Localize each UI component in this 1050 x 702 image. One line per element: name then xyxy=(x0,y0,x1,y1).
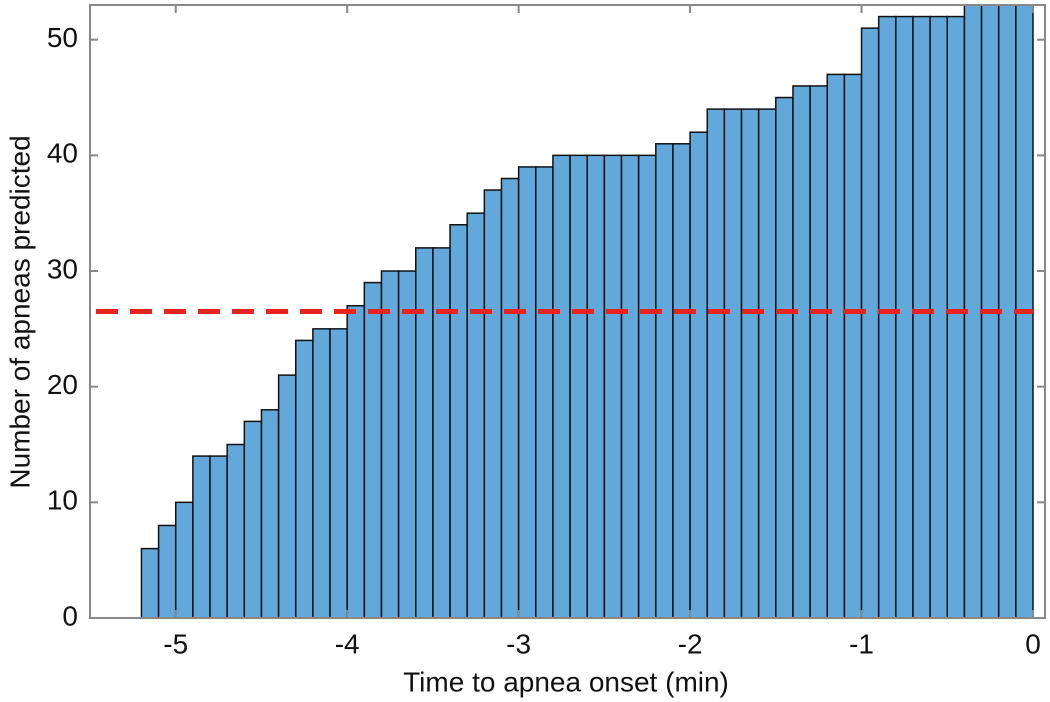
bar xyxy=(603,154,623,619)
bar xyxy=(946,15,966,619)
bar xyxy=(929,15,949,619)
bar xyxy=(843,73,863,619)
bar xyxy=(483,189,503,619)
bar xyxy=(294,339,314,619)
bar xyxy=(740,108,760,619)
bar xyxy=(706,108,726,619)
bar xyxy=(192,455,211,619)
bar xyxy=(535,166,554,619)
bar xyxy=(895,15,914,619)
bar xyxy=(415,247,434,619)
x-tick-label: -2 xyxy=(678,628,703,659)
bar xyxy=(432,247,451,619)
bar xyxy=(775,96,794,619)
bar xyxy=(346,304,366,619)
x-tick-label: -1 xyxy=(849,628,874,659)
bar xyxy=(500,177,520,619)
bar xyxy=(312,328,331,619)
bar xyxy=(672,143,691,619)
bar xyxy=(363,281,383,619)
bar xyxy=(826,73,846,619)
y-tick-label: 50 xyxy=(47,22,78,53)
bar xyxy=(569,154,588,619)
bar xyxy=(517,166,537,619)
y-tick-label: 30 xyxy=(47,253,78,284)
bar xyxy=(757,108,777,619)
x-tick-label: 0 xyxy=(1025,628,1041,659)
bar xyxy=(689,131,708,619)
x-tick-label: -3 xyxy=(506,628,531,659)
plot-frame xyxy=(89,4,1046,619)
bar xyxy=(380,270,400,619)
bar xyxy=(329,328,348,619)
x-axis-title: Time to apnea onset (min) xyxy=(403,666,729,697)
y-tick-label: 0 xyxy=(62,600,78,631)
bar xyxy=(466,212,486,619)
bar xyxy=(809,85,829,619)
bar xyxy=(157,524,177,619)
bar xyxy=(860,27,880,619)
bar xyxy=(586,154,606,619)
bar xyxy=(723,108,743,619)
bar xyxy=(877,15,897,619)
bar xyxy=(637,154,657,619)
bar xyxy=(174,501,194,619)
bar xyxy=(655,143,674,619)
bar xyxy=(449,224,468,619)
bar xyxy=(552,154,571,619)
bar xyxy=(243,420,263,619)
bar xyxy=(140,547,160,619)
bar xyxy=(912,15,931,619)
x-tick-label: -4 xyxy=(335,628,360,659)
y-tick-label: 20 xyxy=(47,369,78,400)
bar xyxy=(277,374,297,619)
bar xyxy=(792,85,811,619)
bar xyxy=(209,455,228,619)
y-tick-label: 40 xyxy=(47,138,78,169)
y-axis-title: Number of apneas predicted xyxy=(4,135,35,488)
x-tick-label: -5 xyxy=(163,628,188,659)
y-tick-label: 10 xyxy=(47,485,78,516)
bar xyxy=(260,409,280,619)
bar xyxy=(397,270,417,619)
bar xyxy=(620,154,640,619)
bar xyxy=(226,443,246,619)
